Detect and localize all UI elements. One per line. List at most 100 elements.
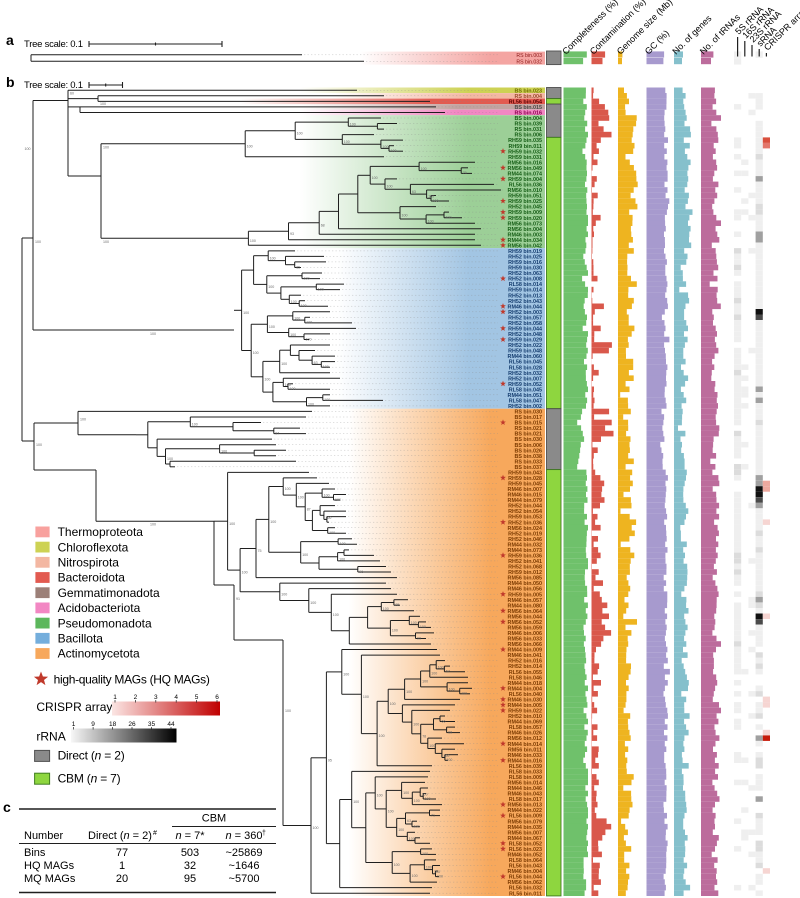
svg-text:78: 78 xyxy=(422,734,426,738)
svg-text:RM56 bin.073: RM56 bin.073 xyxy=(508,221,542,227)
svg-text:RS bin.032: RS bin.032 xyxy=(516,59,542,65)
svg-text:100: 100 xyxy=(242,571,248,575)
svg-text:RM46 bin.003: RM46 bin.003 xyxy=(508,232,542,238)
svg-text:100: 100 xyxy=(438,665,444,669)
svg-text:100: 100 xyxy=(269,325,275,329)
svg-text:RM44 bin.079: RM44 bin.079 xyxy=(508,498,542,504)
svg-text:100: 100 xyxy=(414,825,420,829)
svg-text:Chloroflexota: Chloroflexota xyxy=(58,540,129,554)
svg-text:100: 100 xyxy=(302,553,308,557)
svg-text:RM56 bin.014: RM56 bin.014 xyxy=(508,781,542,787)
svg-text:RH52 bin.019: RH52 bin.019 xyxy=(508,531,542,537)
svg-text:RM44 bin.035: RM44 bin.035 xyxy=(508,825,542,831)
svg-text:100: 100 xyxy=(103,240,109,244)
svg-text:RM46 bin.030: RM46 bin.030 xyxy=(508,698,542,704)
svg-text:63: 63 xyxy=(314,361,318,365)
svg-text:RM46 bin.007: RM46 bin.007 xyxy=(508,487,542,493)
svg-text:BS bin.030: BS bin.030 xyxy=(514,437,542,443)
svg-text:95: 95 xyxy=(184,873,196,885)
svg-text:rRNA: rRNA xyxy=(36,730,65,744)
svg-text:RH52 bin.032: RH52 bin.032 xyxy=(508,371,542,377)
svg-text:RL58 bin.017: RL58 bin.017 xyxy=(509,797,542,803)
svg-text:RM56 bin.044: RM56 bin.044 xyxy=(508,614,542,620)
svg-text:RM56 bin.066: RM56 bin.066 xyxy=(508,642,542,648)
svg-text:3: 3 xyxy=(154,694,158,701)
svg-text:RL56 bin.039: RL56 bin.039 xyxy=(509,764,542,770)
svg-text:100: 100 xyxy=(394,863,400,867)
svg-text:100: 100 xyxy=(422,793,428,797)
svg-text:RM46 bin.052: RM46 bin.052 xyxy=(508,853,542,859)
svg-text:100: 100 xyxy=(304,276,310,280)
svg-text:RM46 bin.033: RM46 bin.033 xyxy=(508,753,542,759)
svg-text:CRISPR array: CRISPR array xyxy=(36,700,112,714)
svg-text:RM44 bin.032: RM44 bin.032 xyxy=(508,542,542,548)
svg-text:100: 100 xyxy=(333,613,339,617)
svg-text:100: 100 xyxy=(247,144,253,148)
svg-text:RL58 bin.047: RL58 bin.047 xyxy=(509,399,542,405)
svg-text:85: 85 xyxy=(395,603,399,607)
svg-text:BS bin.038: BS bin.038 xyxy=(514,454,542,460)
svg-text:BS bin.021: BS bin.021 xyxy=(514,432,542,438)
svg-text:RH59 bin.053: RH59 bin.053 xyxy=(508,515,542,521)
svg-text:RM56 bin.052: RM56 bin.052 xyxy=(508,620,542,626)
svg-text:RH52 bin.022: RH52 bin.022 xyxy=(508,343,542,349)
svg-text:100: 100 xyxy=(388,810,394,814)
svg-text:RL58 bin.014: RL58 bin.014 xyxy=(509,282,542,288)
svg-text:RM56 bin.011: RM56 bin.011 xyxy=(508,747,542,753)
svg-text:100: 100 xyxy=(433,199,439,203)
svg-text:RM46 bin.056: RM46 bin.056 xyxy=(508,587,542,593)
svg-text:BS bin.026: BS bin.026 xyxy=(514,448,542,454)
svg-text:60: 60 xyxy=(70,92,74,96)
svg-text:CBM (n = 7): CBM (n = 7) xyxy=(58,772,121,786)
svg-text:20: 20 xyxy=(116,873,128,885)
svg-text:RH52 bin.063: RH52 bin.063 xyxy=(508,271,542,277)
svg-text:Tree scale: 0.1: Tree scale: 0.1 xyxy=(24,80,83,91)
svg-text:100: 100 xyxy=(431,672,437,676)
svg-text:BS bin.015: BS bin.015 xyxy=(514,421,542,427)
svg-text:RH52 bin.068: RH52 bin.068 xyxy=(508,565,542,571)
svg-text:RH52 bin.046: RH52 bin.046 xyxy=(508,537,542,543)
svg-text:RH59 bin.044: RH59 bin.044 xyxy=(508,327,542,333)
svg-text:100: 100 xyxy=(285,487,291,491)
svg-text:RS bin.016: RS bin.016 xyxy=(514,111,542,117)
svg-text:RM46 bin.006: RM46 bin.006 xyxy=(508,631,542,637)
svg-text:100: 100 xyxy=(420,625,426,629)
svg-text:RL56 bin.036: RL56 bin.036 xyxy=(509,183,542,189)
svg-text:RH59 bin.014: RH59 bin.014 xyxy=(508,288,542,294)
svg-text:†: † xyxy=(262,830,266,837)
svg-text:RH59 bin.045: RH59 bin.045 xyxy=(508,482,542,488)
svg-text:BS bin.004: BS bin.004 xyxy=(514,116,542,122)
svg-text:BS bin.006: BS bin.006 xyxy=(514,443,542,449)
svg-text:RM56 bin.012: RM56 bin.012 xyxy=(508,736,542,742)
svg-text:100: 100 xyxy=(323,365,329,369)
svg-text:100: 100 xyxy=(229,522,235,526)
svg-text:100: 100 xyxy=(192,422,198,426)
svg-text:RH59 bin.012: RH59 bin.012 xyxy=(508,570,542,576)
svg-text:RM44 bin.004: RM44 bin.004 xyxy=(508,686,542,692)
svg-text:Pseudomonadota: Pseudomonadota xyxy=(58,616,152,630)
svg-text:RH59 bin.036: RH59 bin.036 xyxy=(508,554,542,560)
svg-text:95: 95 xyxy=(328,758,332,762)
svg-text:68: 68 xyxy=(321,223,325,227)
svg-text:Tree scale: 0.1: Tree scale: 0.1 xyxy=(24,39,83,50)
svg-text:100: 100 xyxy=(35,240,41,244)
svg-text:100: 100 xyxy=(36,443,42,447)
svg-text:RH52 bin.003: RH52 bin.003 xyxy=(508,310,542,316)
svg-text:100: 100 xyxy=(150,523,156,527)
svg-text:RM46 bin.004: RM46 bin.004 xyxy=(508,869,542,875)
svg-text:100: 100 xyxy=(403,791,409,795)
svg-text:RH52 bin.013: RH52 bin.013 xyxy=(508,293,542,299)
svg-text:~25869: ~25869 xyxy=(225,847,262,859)
svg-text:75: 75 xyxy=(258,549,262,553)
svg-text:RM56 bin.013: RM56 bin.013 xyxy=(508,803,542,809)
svg-text:RL58 bin.052: RL58 bin.052 xyxy=(509,841,542,847)
svg-text:100: 100 xyxy=(343,673,349,677)
svg-text:100: 100 xyxy=(434,870,440,874)
svg-text:RH52 bin.045: RH52 bin.045 xyxy=(508,205,542,211)
svg-text:RH59 bin.016: RH59 bin.016 xyxy=(508,260,542,266)
svg-text:RH59 bin.020: RH59 bin.020 xyxy=(508,216,542,222)
svg-text:RL56 bin.032: RL56 bin.032 xyxy=(509,886,542,892)
svg-text:4: 4 xyxy=(174,694,178,701)
svg-text:100: 100 xyxy=(390,702,396,706)
svg-text:85: 85 xyxy=(296,265,300,269)
